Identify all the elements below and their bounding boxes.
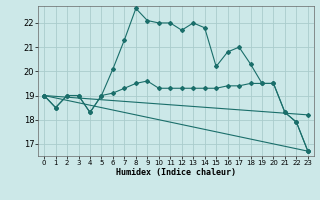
X-axis label: Humidex (Indice chaleur): Humidex (Indice chaleur) xyxy=(116,168,236,177)
